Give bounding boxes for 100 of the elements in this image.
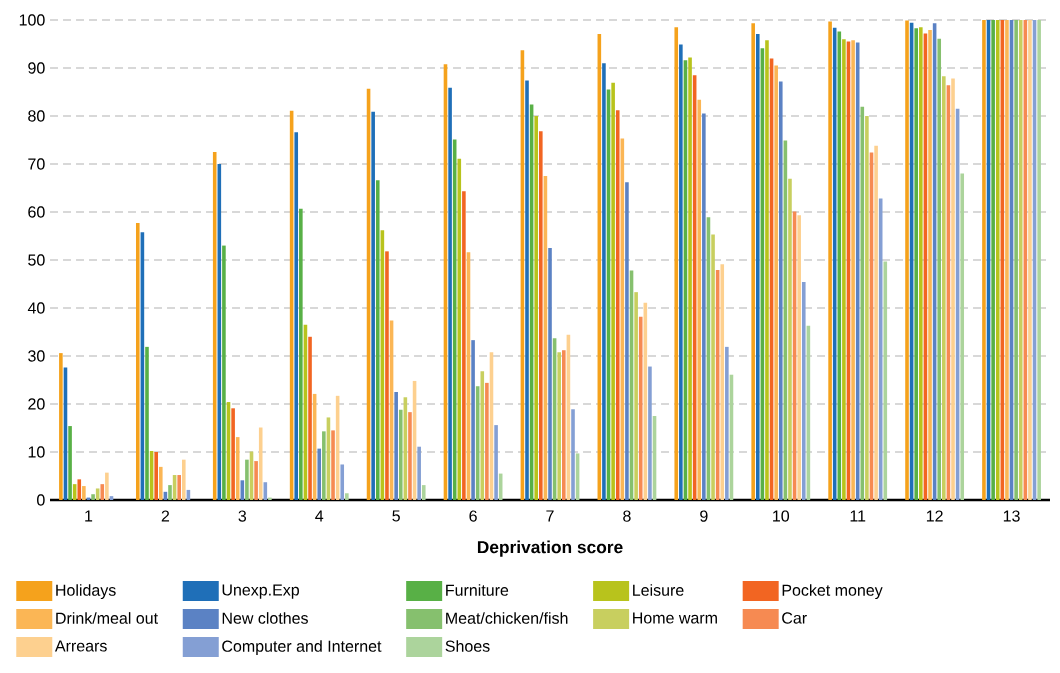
- bar: [135, 223, 140, 500]
- bar: [100, 484, 105, 500]
- bar: [842, 39, 846, 500]
- y-tick-label: 10: [28, 446, 45, 458]
- bar: [788, 178, 792, 500]
- bar: [765, 40, 769, 500]
- y-tick-label: 0: [37, 494, 45, 506]
- legend-label: Computer and Internet: [222, 640, 382, 656]
- bar: [457, 158, 462, 500]
- bar: [68, 426, 72, 500]
- bar: [928, 30, 932, 500]
- legend-label: Pocket money: [782, 584, 883, 600]
- y-tick-label: 50: [28, 254, 45, 266]
- bar: [860, 106, 865, 500]
- bar: [638, 316, 643, 500]
- bar: [615, 110, 620, 500]
- bar: [212, 151, 217, 500]
- bar: [688, 57, 692, 500]
- bar: [725, 346, 729, 500]
- bar: [59, 353, 63, 500]
- bar: [874, 145, 878, 500]
- x-tick-label: 10: [773, 510, 790, 522]
- bar: [534, 115, 538, 500]
- x-tick-label: 2: [161, 510, 170, 522]
- bar: [245, 459, 249, 500]
- bar: [345, 493, 349, 500]
- x-tick-label: 1: [85, 510, 93, 522]
- bar: [82, 486, 86, 500]
- y-tick-label: 60: [28, 206, 45, 218]
- x-tick-label: 11: [850, 510, 866, 522]
- bar: [1018, 19, 1023, 500]
- legend-label: New clothes: [222, 612, 308, 624]
- bar: [634, 292, 638, 500]
- legend-label: Arrears: [54, 640, 107, 652]
- bar: [77, 479, 82, 500]
- bar: [1014, 19, 1018, 500]
- bar: [448, 87, 452, 500]
- y-tick-label: 30: [28, 350, 45, 362]
- bar: [231, 408, 235, 500]
- bar: [317, 448, 322, 500]
- x-tick-label: 4: [315, 510, 324, 522]
- bar: [720, 264, 725, 500]
- bar: [865, 115, 869, 500]
- bar: [181, 459, 186, 500]
- x-tick-label: 13: [1003, 510, 1020, 522]
- bar: [91, 494, 95, 500]
- bar: [960, 173, 965, 500]
- bar: [837, 31, 842, 500]
- bar: [751, 23, 755, 500]
- bar: [625, 182, 629, 500]
- legend-label: Furniture: [446, 584, 509, 596]
- bar: [1028, 19, 1032, 500]
- bar: [177, 475, 181, 500]
- bar: [995, 19, 1000, 500]
- bar: [905, 20, 909, 500]
- bar: [235, 437, 240, 500]
- bar: [375, 180, 380, 500]
- bar: [828, 21, 832, 500]
- bar: [951, 78, 955, 500]
- bar: [562, 350, 566, 500]
- bar: [294, 132, 299, 500]
- bar: [308, 336, 312, 500]
- bar: [1037, 19, 1041, 500]
- x-tick-label: 6: [469, 510, 477, 522]
- bar: [258, 427, 263, 500]
- legend-label: Car: [782, 612, 807, 624]
- bar: [299, 208, 303, 500]
- bar: [494, 425, 498, 500]
- bar: [417, 446, 421, 500]
- legend-label: Home warm: [633, 612, 717, 624]
- bar: [711, 234, 715, 500]
- bar: [322, 431, 326, 500]
- bar: [539, 131, 543, 500]
- bar: [702, 113, 706, 500]
- bar: [548, 247, 552, 500]
- bar: [914, 28, 919, 500]
- bar: [679, 44, 683, 500]
- legend-label: Meat/chicken/fish: [446, 612, 568, 624]
- y-tick-label: 100: [19, 14, 45, 26]
- bar: [331, 430, 335, 500]
- bar: [340, 464, 345, 500]
- bar: [168, 485, 172, 500]
- y-tick-label: 80: [28, 110, 45, 122]
- bar: [755, 33, 760, 500]
- bar: [919, 27, 923, 500]
- bar: [154, 451, 158, 500]
- bar: [602, 63, 606, 500]
- bar: [1005, 19, 1009, 500]
- bar: [254, 461, 258, 500]
- bar: [525, 80, 529, 500]
- bar: [462, 191, 466, 500]
- bar: [883, 261, 888, 500]
- bar: [778, 81, 783, 500]
- legend-label: Holidays: [56, 584, 116, 600]
- y-tick-label: 40: [27, 302, 45, 314]
- bar: [480, 371, 485, 500]
- x-tick-label: 5: [392, 510, 400, 522]
- bar: [471, 340, 475, 500]
- bar: [697, 99, 702, 500]
- bar: [158, 466, 163, 500]
